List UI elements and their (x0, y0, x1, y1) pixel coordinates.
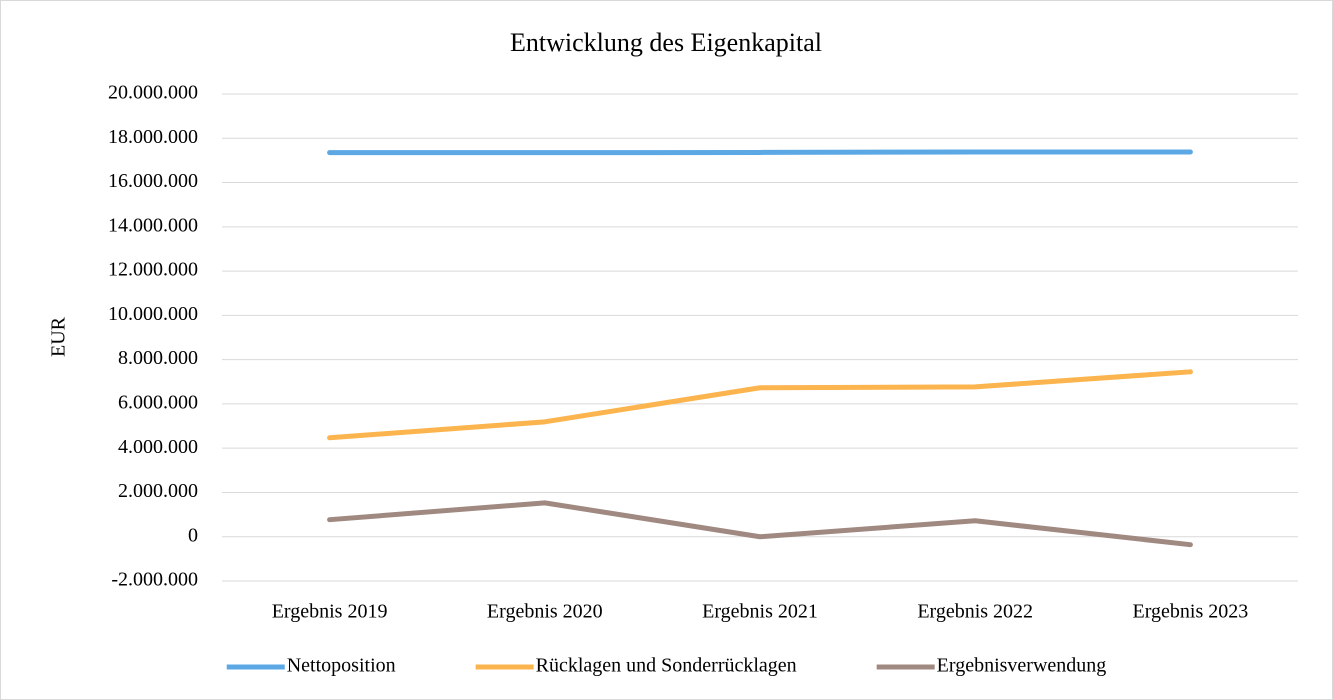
y-axis-label: EUR (48, 316, 70, 357)
y-tick-label: 6.000.000 (118, 392, 198, 414)
x-tick-label: Ergebnis 2021 (702, 601, 818, 623)
y-tick-label: 12.000.000 (108, 259, 198, 281)
x-tick-label: Ergebnis 2022 (917, 601, 1033, 623)
x-tick-label: Ergebnis 2020 (487, 601, 603, 623)
legend-label: Rücklagen und Sonderrücklagen (536, 655, 797, 677)
y-tick-label: 20.000.000 (108, 82, 198, 104)
x-tick-label: Ergebnis 2019 (272, 601, 388, 623)
y-tick-label: 18.000.000 (108, 126, 198, 148)
y-tick-label: 10.000.000 (108, 303, 198, 325)
legend-label: Nettoposition (287, 655, 396, 677)
series-line (327, 149, 1193, 156)
y-tick-label: 16.000.000 (108, 170, 198, 192)
y-tick-label: -2.000.000 (111, 569, 198, 591)
series-line (327, 500, 1193, 548)
y-tick-label: 0 (188, 524, 198, 546)
y-tick-label: 4.000.000 (118, 436, 198, 458)
y-tick-label: 2.000.000 (118, 480, 198, 502)
y-tick-label: 8.000.000 (118, 347, 198, 369)
y-tick-label: 14.000.000 (108, 214, 198, 236)
chart-title: Entwicklung des Eigenkapital (510, 28, 822, 57)
legend-label: Ergebnisverwendung (937, 655, 1107, 677)
series-line (327, 369, 1193, 441)
x-tick-label: Ergebnis 2023 (1133, 601, 1249, 623)
